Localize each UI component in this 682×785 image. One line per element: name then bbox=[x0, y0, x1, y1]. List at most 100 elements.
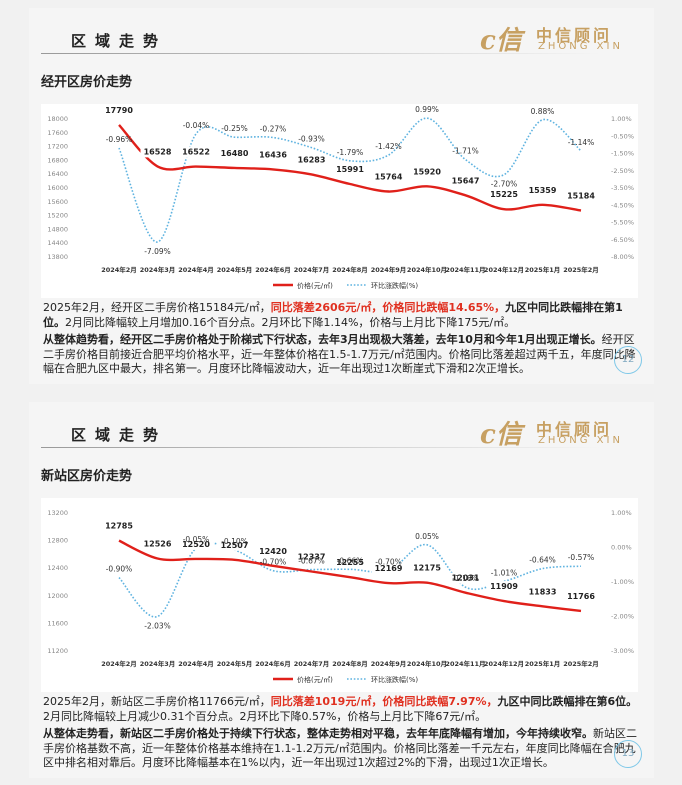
x-tick-label: 2024年7月 bbox=[294, 265, 330, 274]
price-label-bg bbox=[256, 545, 290, 557]
pct-data-label: -0.64% bbox=[529, 556, 556, 565]
x-tick-label: 2024年10月 bbox=[407, 659, 447, 668]
x-tick-label: 2024年4月 bbox=[178, 659, 214, 668]
logo-text-en: ZHONG XIN bbox=[538, 435, 623, 446]
y-left-tick: 12400 bbox=[47, 564, 68, 572]
pct-data-label: -0.05% bbox=[183, 535, 210, 544]
pct-data-label: -0.93% bbox=[298, 135, 325, 144]
y-right-tick: -3.50% bbox=[611, 184, 634, 192]
x-tick-label: 2024年12月 bbox=[484, 265, 524, 274]
y-right-tick: -5.50% bbox=[611, 219, 634, 227]
y-right-tick: -8.00% bbox=[611, 253, 634, 261]
legend-pct-label: 环比涨跌幅(%) bbox=[371, 281, 418, 290]
x-tick-label: 2024年5月 bbox=[217, 265, 253, 274]
x-tick-label: 2024年3月 bbox=[140, 659, 176, 668]
price-data-label: 16480 bbox=[221, 149, 249, 158]
y-right-tick: -0.50% bbox=[611, 132, 634, 140]
price-label-bg bbox=[140, 146, 175, 158]
logo-text-cn: 中信顾问 bbox=[536, 26, 613, 45]
summary-text: 2025年2月，经开区二手房价格15184元/㎡，同比落差2606元/㎡，价格同… bbox=[43, 301, 643, 377]
price-label-bg bbox=[448, 572, 483, 584]
logo-text-cn: 中信顾问 bbox=[536, 420, 613, 439]
pct-data-label: -7.09% bbox=[144, 247, 171, 256]
price-label-bg bbox=[487, 581, 521, 593]
pct-data-label: -0.25% bbox=[221, 124, 248, 133]
summary-trend-rest: 经开区二手房价格目前接近合肥平均价格水平，近一年整体价格在1.5-1.7万元/㎡… bbox=[43, 333, 636, 376]
pct-data-label: -1.14% bbox=[568, 138, 595, 147]
x-tick-label: 2024年9月 bbox=[371, 659, 407, 668]
pct-data-label: -0.04% bbox=[183, 121, 210, 130]
summary-paragraph-2: 从整体走势看，新站区二手房价格处于持续下行状态，整体走势相对平稳，去年年底降幅有… bbox=[43, 727, 643, 771]
price-label-bg bbox=[564, 590, 598, 602]
summary-text-b: 2月同比降幅较上月增加0.16个百分点。2月环比下降1.14%，价格与上月比下降… bbox=[65, 315, 516, 329]
company-logo: c信 中信顾问 ZHONG XIN bbox=[480, 20, 640, 56]
price-data-label: 15991 bbox=[336, 165, 364, 174]
y-right-tick: 1.00% bbox=[611, 115, 632, 123]
price-label-bg bbox=[371, 171, 406, 183]
y-right-tick: -4.50% bbox=[611, 201, 634, 209]
price-data-label: 16436 bbox=[259, 150, 287, 159]
summary-highlight: 同比落差2606元/㎡，价格同比跌幅14.65%， bbox=[270, 301, 506, 314]
pct-data-label: 0.88% bbox=[531, 107, 555, 116]
price-data-label: 12169 bbox=[375, 564, 403, 573]
y-right-tick: -1.00% bbox=[611, 578, 634, 586]
price-data-label: 15184 bbox=[567, 192, 595, 201]
summary-text: 2025年2月，新站区二手房价格11766元/㎡，同比落差1019元/㎡，价格同… bbox=[43, 695, 643, 771]
x-tick-label: 2024年11月 bbox=[445, 659, 485, 668]
price-data-label: 16528 bbox=[144, 147, 172, 156]
price-data-label: 17790 bbox=[105, 106, 133, 115]
summary-rank: 九区中同比跌幅排在第6位。 bbox=[497, 695, 638, 708]
y-right-tick: -2.00% bbox=[611, 613, 634, 621]
y-left-tick: 12000 bbox=[47, 592, 68, 600]
pct-data-label: -0.27% bbox=[260, 124, 287, 133]
price-data-label: 12507 bbox=[221, 541, 249, 550]
summary-text-a: 2025年2月，经开区二手房价格15184元/㎡， bbox=[43, 301, 271, 314]
y-left-tick: 12800 bbox=[47, 537, 68, 545]
x-tick-label: 2024年3月 bbox=[140, 265, 176, 274]
x-tick-label: 2024年9月 bbox=[371, 265, 407, 274]
price-label-bg bbox=[371, 563, 406, 575]
pct-series-line bbox=[118, 542, 582, 618]
summary-rank: 九区中同比跌幅排在第1位。 bbox=[43, 301, 623, 329]
price-label-bg bbox=[333, 164, 367, 176]
price-label-bg bbox=[333, 557, 367, 569]
summary-text-a: 2025年2月，新站区二手房价格11766元/㎡， bbox=[43, 695, 271, 708]
x-tick-label: 2025年1月 bbox=[525, 265, 561, 274]
pct-data-label: -0.90% bbox=[106, 565, 133, 574]
pct-data-label: 0.05% bbox=[415, 532, 439, 541]
x-tick-label: 2024年4月 bbox=[178, 265, 214, 274]
price-label-bg bbox=[525, 184, 560, 196]
y-right-tick: -6.50% bbox=[611, 236, 634, 244]
page-number: 12 bbox=[614, 346, 642, 374]
header-divider bbox=[41, 53, 601, 54]
price-data-label: 15359 bbox=[529, 186, 557, 195]
summary-paragraph-2: 从整体趋势看，经开区二手房价格处于阶梯式下行状态，去年3月出现极大落差，去年10… bbox=[43, 333, 643, 377]
price-series-line bbox=[118, 124, 582, 212]
legend-pct-label: 环比涨跌幅(%) bbox=[371, 675, 418, 684]
price-data-label: 12526 bbox=[144, 540, 172, 549]
price-data-label: 15225 bbox=[490, 190, 518, 199]
slide-xinzhan: 区域走势 c信 中信顾问 ZHONG XIN 新站区房价走势 13200 1280… bbox=[29, 402, 654, 778]
y-left-tick: 16800 bbox=[47, 156, 68, 164]
pct-data-label: 0.99% bbox=[415, 105, 439, 114]
y-left-tick: 14800 bbox=[47, 225, 68, 233]
pct-data-label: -0.70% bbox=[375, 558, 402, 567]
price-data-label: 15647 bbox=[452, 176, 480, 185]
pct-data-label: -0.57% bbox=[568, 553, 595, 562]
pct-data-label: -1.71% bbox=[452, 147, 479, 156]
price-series-line bbox=[118, 539, 582, 613]
summary-highlight: 同比落差1019元/㎡，价格同比跌幅7.97%， bbox=[270, 695, 498, 708]
price-label-bg bbox=[410, 562, 444, 574]
pct-data-label: -1.18% bbox=[452, 574, 479, 583]
x-tick-label: 2024年6月 bbox=[255, 659, 291, 668]
pct-data-label: -1.01% bbox=[491, 568, 518, 577]
y-left-tick: 16000 bbox=[47, 184, 68, 192]
y-right-tick: 0.00% bbox=[611, 544, 632, 552]
pct-data-label: -0.10% bbox=[221, 537, 248, 546]
section-title: 区域走势 bbox=[71, 32, 168, 50]
price-label-bg bbox=[217, 147, 252, 159]
x-tick-label: 2024年8月 bbox=[332, 265, 368, 274]
x-tick-label: 2024年5月 bbox=[217, 659, 253, 668]
logo-mark-icon: c信 bbox=[480, 420, 522, 450]
chart-title: 经开区房价走势 bbox=[41, 75, 133, 90]
